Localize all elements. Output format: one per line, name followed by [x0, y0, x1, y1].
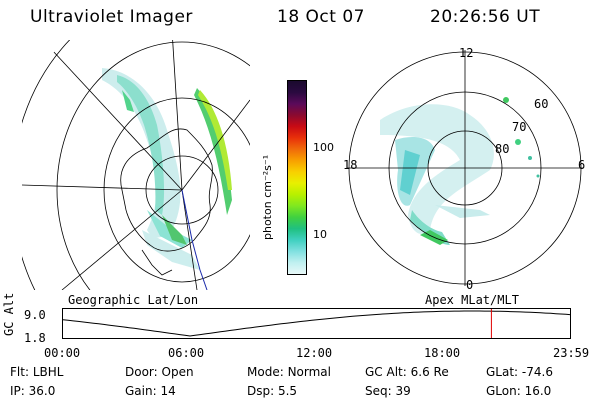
altitude-ytick-top: 9.0 — [24, 308, 46, 322]
instrument-title: Ultraviolet Imager — [30, 7, 193, 27]
altitude-ytick-bottom: 1.8 — [24, 331, 46, 345]
altitude-plot — [62, 308, 572, 339]
aurora-emission — [102, 68, 232, 270]
mlt-label-12: 12 — [459, 46, 474, 60]
x-tick-1200: 12:00 — [296, 346, 333, 360]
geographic-map — [22, 40, 250, 290]
x-tick-2359: 23:59 — [553, 346, 590, 360]
info-door: Door: Open — [125, 365, 194, 379]
info-gain: Gain: 14 — [125, 384, 176, 398]
mlt-label-6: 6 — [578, 158, 586, 172]
altitude-curve — [62, 310, 572, 337]
colorbar-tick-10: 10 — [313, 228, 327, 241]
colorbar-tick-100: 100 — [313, 141, 334, 154]
mlt-label-18: 18 — [343, 158, 358, 172]
info-seq: Seq: 39 — [365, 384, 411, 398]
x-tick-1800: 18:00 — [424, 346, 461, 360]
info-dsp: Dsp: 5.5 — [247, 384, 298, 398]
lat-label-60: 60 — [534, 97, 549, 111]
x-tick-0000: 00:00 — [44, 346, 81, 360]
info-gc-alt: GC Alt: 6.6 Re — [365, 365, 449, 379]
lat-label-70: 70 — [512, 120, 527, 134]
info-flt: Flt: LBHL — [10, 365, 64, 379]
info-ip: IP: 36.0 — [10, 384, 56, 398]
date-label: 18 Oct 07 — [277, 7, 365, 27]
lat-label-80: 80 — [495, 142, 510, 156]
polar-mlt-plot — [347, 50, 583, 286]
info-mode: Mode: Normal — [247, 365, 331, 379]
info-glon: GLon: 16.0 — [486, 384, 552, 398]
x-tick-0600: 06:00 — [168, 346, 205, 360]
geographic-label: Geographic Lat/Lon — [68, 293, 199, 307]
info-glat: GLat: -74.6 — [486, 365, 553, 379]
mlt-label-0: 0 — [466, 278, 474, 292]
altitude-axis-label: GC Alt — [2, 292, 16, 336]
colorbar-unit-label: photon cm⁻²s⁻¹ — [261, 154, 274, 240]
time-label: 20:26:56 UT — [430, 7, 541, 27]
apex-label: Apex MLat/MLT — [425, 293, 519, 307]
color-scale-bar — [287, 80, 307, 275]
